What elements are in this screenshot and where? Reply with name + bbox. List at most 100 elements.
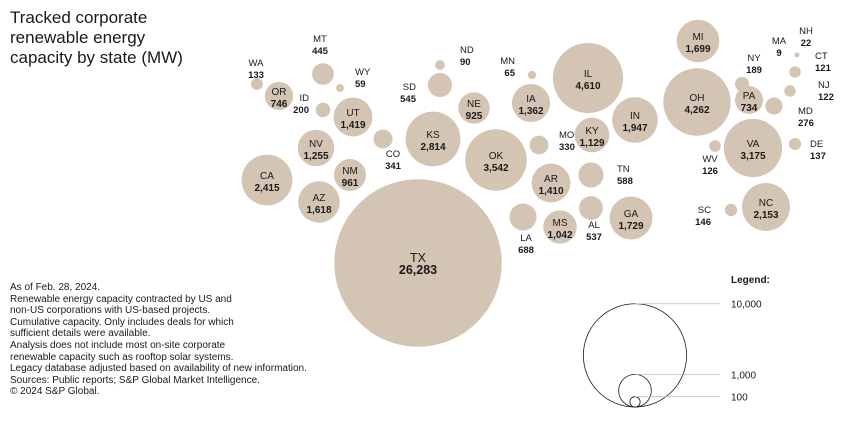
bubble-nv: NV1,255 [297,129,335,167]
note-line: © 2024 S&P Global. [10,386,100,398]
bubble-circle [543,210,577,244]
bubble-state-label: TN [617,164,630,175]
legend-label: 10,000 [731,300,762,311]
legend-label: 1,000 [731,370,756,381]
bubble-ar: AR1,410 [531,163,571,203]
bubble-value-label: 4,262 [684,105,709,116]
note-line: Cumulative capacity. Only includes deals… [10,316,234,328]
bubble-circle [334,179,502,347]
legend-circle [629,396,641,408]
bubble-value-label: 9 [776,48,781,59]
bubble-state-label: PA [743,91,756,102]
bubble-circle [723,118,783,178]
bubble-state-label: CO [386,149,400,160]
bubble-state-label: UT [346,108,359,119]
bubble-circle [405,111,461,167]
bubble-ma: MA9 [772,36,787,59]
bubble-circle [511,83,551,123]
note-line: non-US corporations with US-based projec… [10,305,211,317]
bubble-state-label: NE [467,99,481,110]
bubble-value-label: 189 [746,65,762,76]
bubble-circle [765,97,783,115]
bubble-state-label: AZ [313,193,326,204]
bubble-circle [789,66,801,78]
bubble-state-label: TX [410,251,427,265]
bubble-state-label: CT [815,51,828,62]
bubble-state-label: KS [426,130,440,141]
bubble-circle [312,63,334,85]
bubble-circle [373,129,393,149]
note-line: As of Feb. 28, 2024. [10,282,101,293]
chart-notes: As of Feb. 28, 2024. Renewable energy ca… [10,282,390,398]
bubble-value-label: 330 [559,142,575,153]
bubble-va: VA3,175 [723,118,783,178]
bubble-value-label: 276 [798,118,814,129]
bubble-circle [609,196,653,240]
bubble-circle [465,129,527,191]
bubble-circle [527,70,537,80]
bubble-circle [663,68,731,136]
bubble-value-label: 121 [815,63,832,74]
bubble-circle [333,97,373,137]
bubble-value-label: 1,729 [618,221,643,232]
bubble-value-label: 65 [504,68,515,79]
bubble-state-label: MN [500,56,515,67]
bubble-nc: NC2,153 [742,183,790,231]
bubble-ca: CA2,415 [241,154,293,206]
bubble-circle [552,42,624,114]
bubble-state-label: IN [630,111,640,122]
legend-circle [618,373,652,408]
bubble-ok: OK3,542 [465,129,527,191]
bubble-ky: KY1,129 [574,117,610,153]
bubble-state-label: OH [690,93,705,104]
bubble-circle [241,154,293,206]
bubble-circle [427,72,453,98]
bubble-circle [724,203,738,217]
bubble-circle [251,78,263,90]
bubble-circle [784,85,796,97]
legend-title: Legend: [731,275,770,286]
note-line: sufficient details were available. [10,328,151,340]
bubble-state-label: NH [799,26,813,37]
bubble-state-label: CA [260,171,274,182]
bubble-value-label: 90 [460,57,471,68]
bubble-state-label: AL [588,220,600,231]
bubble-ut: UT1,419 [333,97,373,137]
bubble-state-label: GA [624,209,639,220]
bubble-state-label: MD [798,106,813,117]
bubble-value-label: 734 [741,103,758,114]
bubble-value-label: 688 [518,245,534,256]
bubble-state-label: ND [460,45,474,56]
legend: Legend: 10,000 1,000 100 [582,275,770,408]
bubble-circle [333,158,367,192]
bubble-circle [531,163,571,203]
bubble-value-label: 1,699 [685,44,710,55]
bubble-circle [509,203,537,231]
bubble-circle [336,84,344,92]
bubble-state-label: MT [313,34,327,45]
bubble-value-label: 1,947 [622,123,647,134]
bubble-value-label: 4,610 [575,81,600,92]
bubble-ga: GA1,729 [609,196,653,240]
bubble-ks: KS2,814 [405,111,461,167]
bubble-circle [529,135,549,155]
chart-title: Tracked corporate renewable energy capac… [10,8,183,67]
bubble-value-label: 925 [466,111,483,122]
note-line: Renewable energy capacity contracted by … [10,293,232,305]
bubble-value-label: 146 [695,217,711,228]
bubble-circle [676,19,720,63]
